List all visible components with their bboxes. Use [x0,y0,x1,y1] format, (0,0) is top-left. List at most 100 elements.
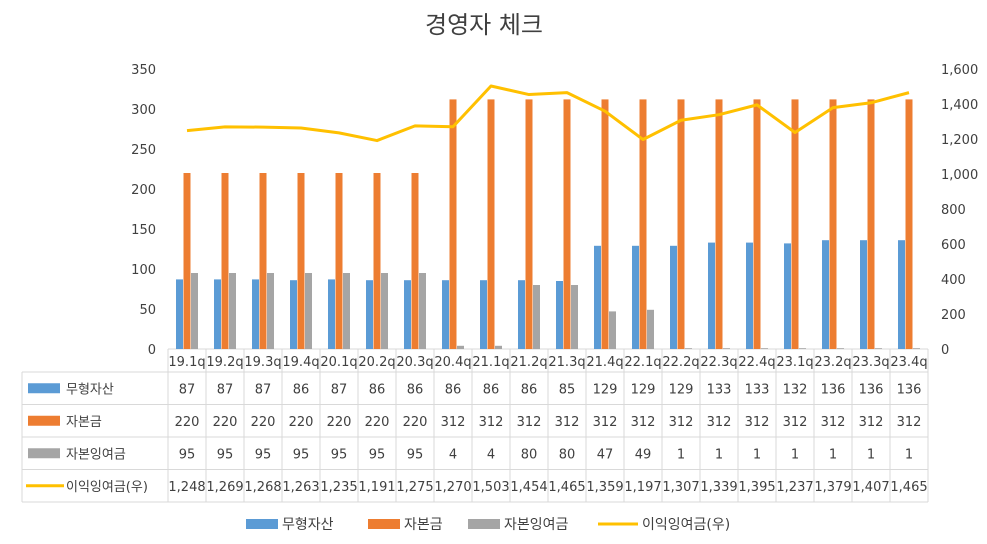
table-cell: 312 [707,415,732,430]
bar [601,99,609,350]
y-left-tick-label: 300 [131,103,156,118]
x-tick-label: 19.1q [168,355,205,370]
table-row-header: 이익잉여금(우) [66,480,148,495]
table-cell: 136 [821,382,846,397]
table-cell: 136 [897,382,922,397]
table-cell: 95 [179,447,196,462]
table-cell: 312 [745,415,770,430]
y-right-tick-label: 200 [941,308,966,323]
x-tick-label: 19.2q [206,355,243,370]
table-cell: 86 [293,382,310,397]
legend: 무형자산 자본금 자본잉여금 이익잉여금(우) [246,517,730,533]
table-cell: 1,237 [776,480,813,495]
bar [791,99,799,350]
table-cell: 220 [327,415,352,430]
line-series [186,84,910,143]
table-cell: 1,248 [168,480,205,495]
x-tick-label: 21.2q [510,355,547,370]
table-cell: 312 [859,415,884,430]
table-cell: 312 [783,415,808,430]
bar [449,99,457,350]
bar [708,242,715,349]
table-cell: 133 [745,382,770,397]
table-cell: 1,269 [206,480,243,495]
table-cell: 1,454 [510,480,547,495]
table-cell: 1,307 [662,480,699,495]
table-cell: 86 [369,382,386,397]
bar [632,245,639,349]
table-cell: 312 [593,415,618,430]
x-tick-label: 22.1q [624,355,661,370]
bar [267,273,274,349]
bar [457,345,464,349]
bar [366,280,373,349]
y-right-tick-label: 400 [941,273,966,288]
table-cell: 133 [707,382,732,397]
bar [487,99,495,350]
table-cell: 86 [445,382,462,397]
table-cell: 1 [791,447,799,462]
bar [647,309,654,349]
bar [594,245,601,349]
table-cell: 1 [867,447,875,462]
x-tick-label: 20.3q [396,355,433,370]
table-cell: 312 [631,415,656,430]
x-tick-label: 21.1q [472,355,509,370]
bar [905,99,913,350]
table-cell: 1,191 [358,480,395,495]
x-tick-label: 19.4q [282,355,319,370]
x-tick-label: 21.3q [548,355,585,370]
series-line [186,84,910,143]
legend-swatch [246,519,278,529]
y-right-tick-label: 0 [941,343,949,358]
y-right-tick-label: 1,600 [941,63,978,78]
table-cell: 87 [217,382,234,397]
table-row-header: 무형자산 [66,382,114,397]
y-left-tick-label: 250 [131,143,156,158]
bar [677,99,685,350]
x-tick-label: 20.4q [434,355,471,370]
table-cell: 1,379 [814,480,851,495]
y-left-tick-label: 350 [131,63,156,78]
table-cell: 86 [521,382,538,397]
y-right-tick-label: 1,000 [941,168,978,183]
table-cell: 95 [293,447,310,462]
table-cell: 4 [487,447,495,462]
bar [761,348,768,349]
y-left-tick-label: 100 [131,263,156,278]
bar [328,279,335,349]
x-tick-label: 20.2q [358,355,395,370]
legend-key-swatch [28,448,60,459]
table-cell: 1,197 [624,480,661,495]
bar [290,280,297,349]
bar [419,273,426,349]
bar [221,173,229,349]
legend-label: 자본잉여금 [504,517,569,533]
bar [214,279,221,349]
table-cell: 95 [331,447,348,462]
bars [176,99,920,350]
table-cell: 1,268 [244,480,281,495]
x-tick-label: 22.2q [662,355,699,370]
bar [746,242,753,349]
table-cell: 1,503 [472,480,509,495]
bar [411,173,419,349]
bar [495,345,502,349]
table-cell: 312 [479,415,504,430]
table-cell: 95 [255,447,272,462]
table-cell: 220 [213,415,238,430]
table-cell: 129 [593,382,618,397]
table-cell: 87 [255,382,272,397]
table-cell: 80 [559,447,576,462]
bar [229,273,236,349]
table-cell: 86 [483,382,500,397]
table-cell: 129 [669,382,694,397]
table-cell: 1 [677,447,685,462]
table-cell: 1,395 [738,480,775,495]
table-cell: 80 [521,447,538,462]
table-cell: 95 [217,447,234,462]
bar [404,280,411,349]
y-right-tick-label: 600 [941,238,966,253]
bar [784,243,791,349]
